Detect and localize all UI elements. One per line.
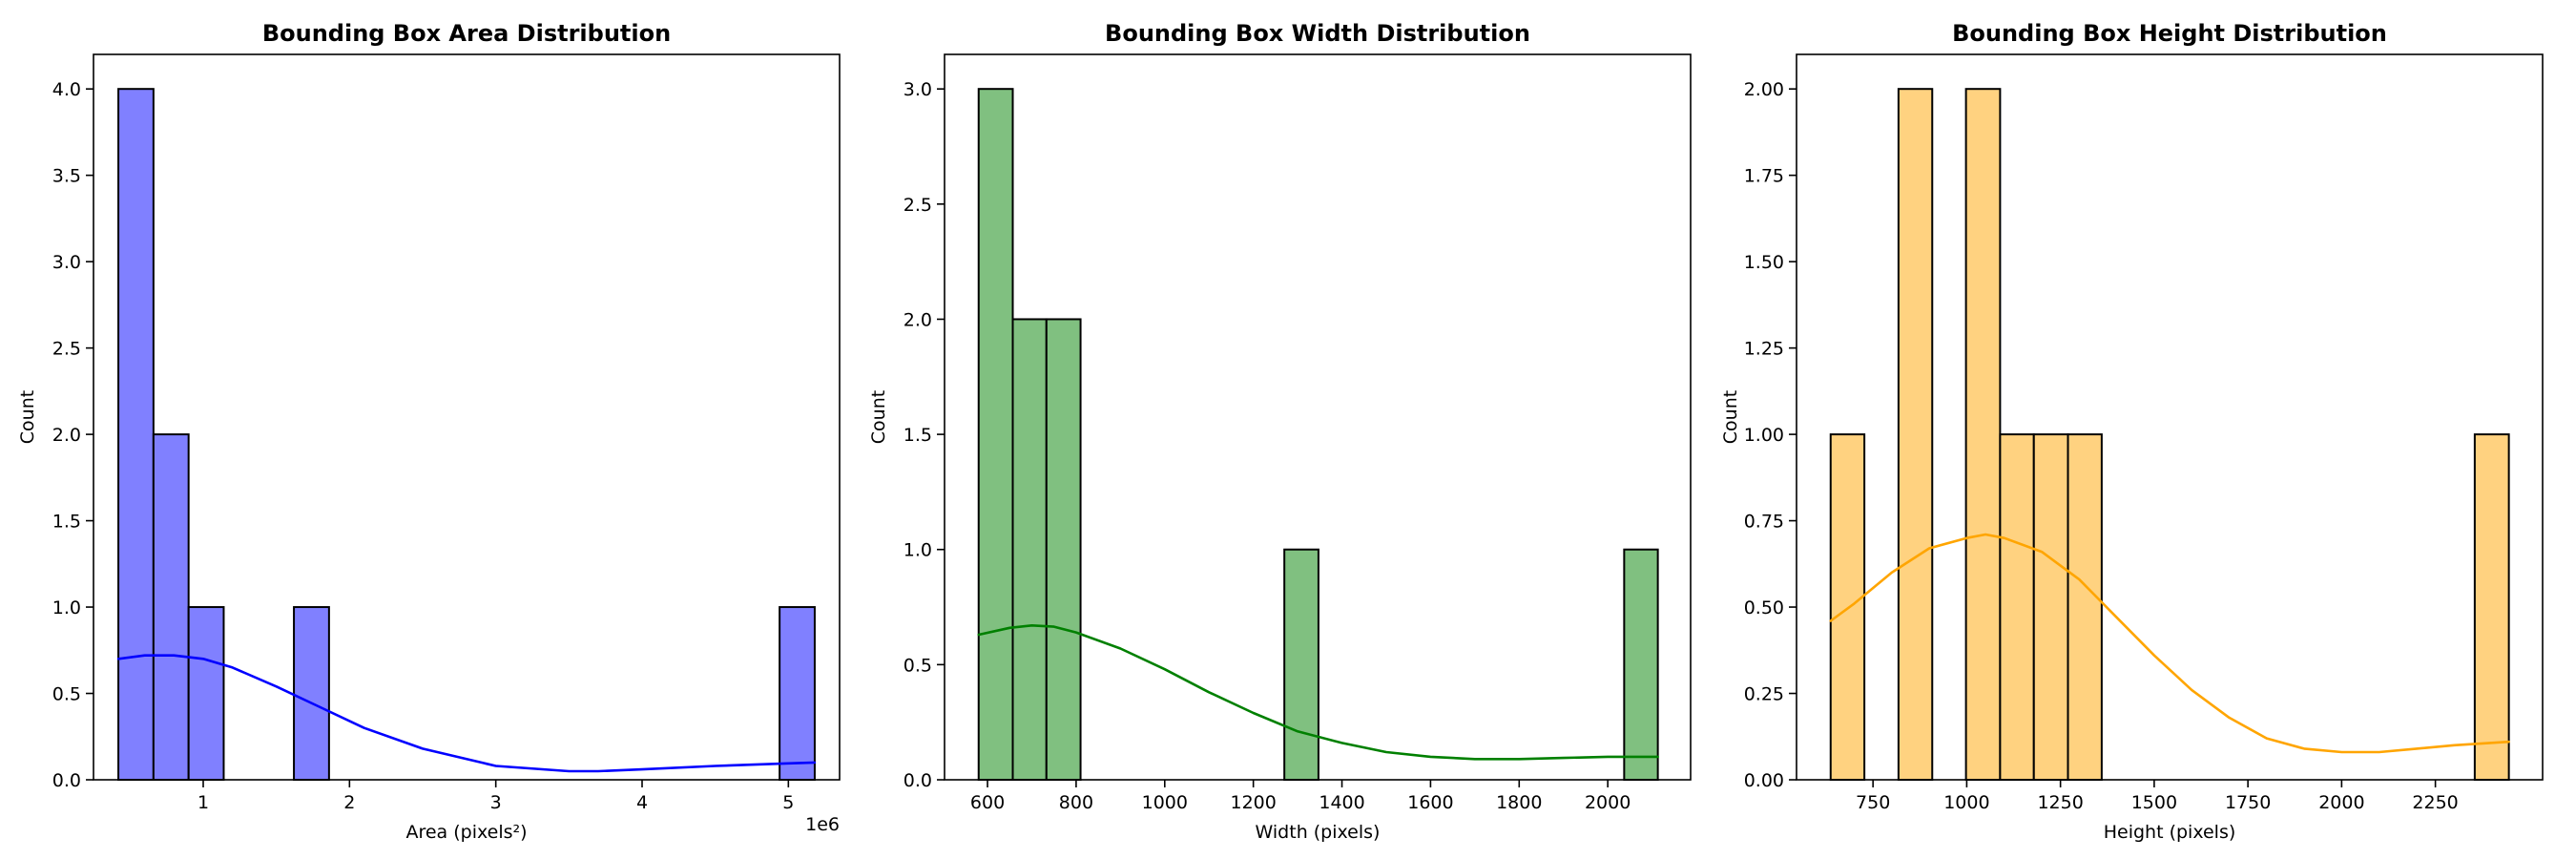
- x-tick-label: 600: [970, 792, 1005, 813]
- y-tick-label: 0.5: [904, 655, 932, 676]
- kde-line: [977, 623, 1659, 761]
- y-tick-label: 1.75: [1744, 166, 1784, 187]
- x-tick-label: 1200: [1230, 792, 1276, 813]
- y-tick-label: 2.0: [904, 309, 932, 330]
- x-tick-label: 5: [782, 792, 794, 813]
- chart-3: 750 1000 1250 1500 1750 2000 2250 0.00 0.25 0.50 0…: [1720, 20, 2544, 843]
- x-tick-label: 3: [490, 792, 502, 813]
- histogram-bar: [152, 433, 190, 781]
- x-axis-label: Height (pixels): [2104, 822, 2236, 843]
- y-tick-label: 1.00: [1744, 425, 1784, 446]
- y-tick-label: 2.0: [52, 425, 81, 446]
- x-tick-label: 2000: [2318, 792, 2364, 813]
- y-axis-label: Count: [868, 390, 889, 444]
- x-tick-label: 1500: [2131, 792, 2177, 813]
- y-tick-label: 1.25: [1744, 339, 1784, 360]
- histogram-bar: [2067, 433, 2103, 781]
- chart-title: Bounding Box Width Distribution: [1105, 20, 1530, 47]
- histogram-bar: [187, 606, 225, 781]
- axes-frame: [1796, 53, 2544, 781]
- x-tick-label: 1400: [1319, 792, 1364, 813]
- y-tick-label: 0.0: [52, 770, 81, 791]
- kde-line: [116, 654, 817, 773]
- x-axis-label: Width (pixels): [1256, 822, 1381, 843]
- y-tick-label: 0.50: [1744, 597, 1784, 618]
- axes-frame: [944, 53, 1692, 781]
- y-tick-label: 0.00: [1744, 770, 1784, 791]
- histogram-bar: [117, 88, 155, 781]
- x-axis-label: Area (pixels²): [405, 822, 527, 843]
- histogram-bar: [1045, 318, 1082, 781]
- y-tick-label: 1.50: [1744, 252, 1784, 273]
- y-tick-label: 4.0: [52, 79, 81, 100]
- x-tick-label: 800: [1059, 792, 1093, 813]
- y-tick-label: 0.0: [904, 770, 932, 791]
- histogram-bar: [2032, 433, 2069, 781]
- histogram-bar: [1999, 433, 2035, 781]
- y-tick-label: 2.00: [1744, 79, 1784, 100]
- x-tick-label: 1750: [2225, 792, 2271, 813]
- histogram-bar: [977, 88, 1014, 781]
- y-axis-label: Count: [17, 390, 38, 444]
- x-tick-label: 4: [636, 792, 648, 813]
- chart-title: Bounding Box Height Distribution: [1952, 20, 2387, 47]
- histogram-bar: [1623, 548, 1659, 781]
- y-tick-label: 0.75: [1744, 512, 1784, 533]
- chart-title: Bounding Box Area Distribution: [262, 20, 671, 47]
- x-tick-label: 2000: [1585, 792, 1631, 813]
- y-tick-label: 2.5: [904, 195, 932, 216]
- histogram-bar: [2473, 433, 2510, 781]
- y-tick-label: 2.5: [52, 339, 81, 360]
- chart-1: 1 2 3 4 5 0.0 0.5 1.0 1.5 2.0 2.5 3.0 3.5 4.0 Bounding…: [17, 20, 841, 843]
- kde-line: [1829, 533, 2510, 754]
- x-tick-label: 1000: [1142, 792, 1188, 813]
- y-tick-label: 0.25: [1744, 684, 1784, 705]
- x-tick-label: 1000: [1943, 792, 1989, 813]
- histogram-bar: [1283, 548, 1319, 781]
- histogram-bar: [293, 606, 330, 781]
- axes-frame: [93, 53, 841, 781]
- x-tick-label: 1: [197, 792, 209, 813]
- histogram-bar: [1964, 88, 2002, 781]
- y-tick-label: 1.5: [904, 425, 932, 446]
- y-tick-label: 1.5: [52, 512, 81, 533]
- x-tick-label: 750: [1856, 792, 1890, 813]
- histogram-bar: [1011, 318, 1048, 781]
- y-tick-label: 3.0: [52, 252, 81, 273]
- y-tick-label: 3.5: [52, 166, 81, 187]
- histogram-bar: [1897, 88, 1934, 781]
- y-tick-label: 0.5: [52, 684, 81, 705]
- x-tick-label: 1800: [1496, 792, 1542, 813]
- x-tick-label: 1250: [2037, 792, 2083, 813]
- y-tick-label: 1.0: [904, 540, 932, 561]
- x-tick-label: 2: [343, 792, 355, 813]
- chart-2: 600 800 1000 1200 1400 1600 1800 2000 0.0 0.5 1.0 1…: [868, 20, 1692, 843]
- y-tick-label: 3.0: [904, 79, 932, 100]
- y-tick-label: 1.0: [52, 597, 81, 618]
- x-offset-text: 1e6: [805, 814, 840, 835]
- x-tick-label: 2250: [2412, 792, 2458, 813]
- histogram-bar: [779, 606, 816, 781]
- x-tick-label: 1600: [1407, 792, 1453, 813]
- y-axis-label: Count: [1720, 390, 1741, 444]
